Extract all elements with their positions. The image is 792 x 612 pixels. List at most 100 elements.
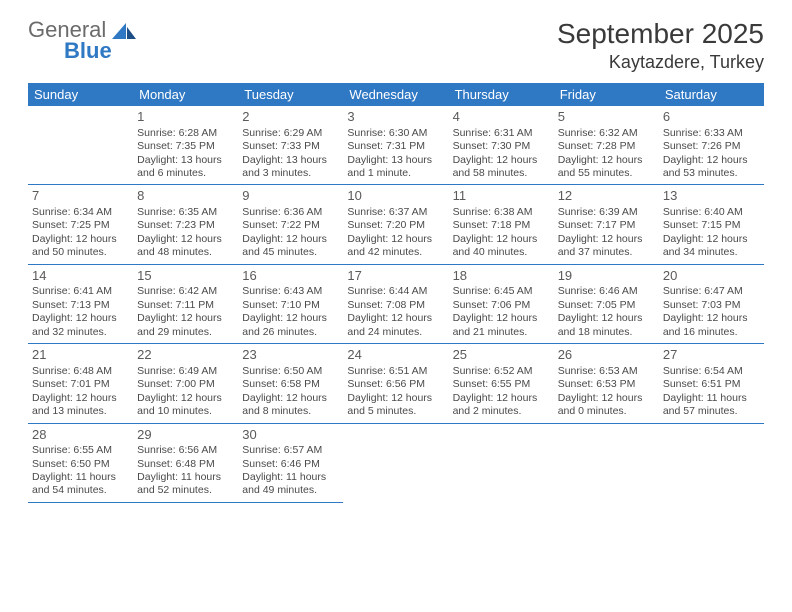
day-cell: 20Sunrise: 6:47 AMSunset: 7:03 PMDayligh…: [659, 264, 764, 343]
sunrise-text: Sunrise: 6:43 AM: [242, 285, 339, 298]
day-cell: 12Sunrise: 6:39 AMSunset: 7:17 PMDayligh…: [554, 185, 659, 264]
daylight-text: Daylight: 12 hours and 34 minutes.: [663, 233, 760, 260]
day-cell: 1Sunrise: 6:28 AMSunset: 7:35 PMDaylight…: [133, 106, 238, 185]
dayhead-thu: Thursday: [449, 83, 554, 106]
day-cell: 21Sunrise: 6:48 AMSunset: 7:01 PMDayligh…: [28, 344, 133, 423]
day-cell: 25Sunrise: 6:52 AMSunset: 6:55 PMDayligh…: [449, 344, 554, 423]
sunrise-text: Sunrise: 6:30 AM: [347, 127, 444, 140]
sunrise-text: Sunrise: 6:50 AM: [242, 365, 339, 378]
sunset-text: Sunset: 7:22 PM: [242, 219, 339, 232]
day-cell: 26Sunrise: 6:53 AMSunset: 6:53 PMDayligh…: [554, 344, 659, 423]
sunset-text: Sunset: 6:51 PM: [663, 378, 760, 391]
sunrise-text: Sunrise: 6:48 AM: [32, 365, 129, 378]
daylight-text: Daylight: 12 hours and 29 minutes.: [137, 312, 234, 339]
day-number: 27: [663, 347, 760, 364]
daylight-text: Daylight: 12 hours and 45 minutes.: [242, 233, 339, 260]
day-number: 6: [663, 109, 760, 126]
sunrise-text: Sunrise: 6:44 AM: [347, 285, 444, 298]
sunset-text: Sunset: 6:48 PM: [137, 458, 234, 471]
daylight-text: Daylight: 12 hours and 24 minutes.: [347, 312, 444, 339]
dayhead-tue: Tuesday: [238, 83, 343, 106]
daylight-text: Daylight: 12 hours and 16 minutes.: [663, 312, 760, 339]
sunrise-text: Sunrise: 6:47 AM: [663, 285, 760, 298]
day-number: 18: [453, 268, 550, 285]
sunset-text: Sunset: 7:11 PM: [137, 299, 234, 312]
day-cell: 17Sunrise: 6:44 AMSunset: 7:08 PMDayligh…: [343, 264, 448, 343]
day-number: 12: [558, 188, 655, 205]
sunset-text: Sunset: 7:10 PM: [242, 299, 339, 312]
daylight-text: Daylight: 11 hours and 57 minutes.: [663, 392, 760, 419]
daylight-text: Daylight: 13 hours and 1 minute.: [347, 154, 444, 181]
sunset-text: Sunset: 7:17 PM: [558, 219, 655, 232]
week-row: 14Sunrise: 6:41 AMSunset: 7:13 PMDayligh…: [28, 264, 764, 343]
daylight-text: Daylight: 12 hours and 50 minutes.: [32, 233, 129, 260]
sunset-text: Sunset: 7:26 PM: [663, 140, 760, 153]
week-row: 1Sunrise: 6:28 AMSunset: 7:35 PM Daylight…: [28, 106, 764, 185]
day-number: 30: [242, 427, 339, 444]
day-cell: 2Sunrise: 6:29 AMSunset: 7:33 PMDaylight…: [238, 106, 343, 185]
day-number: 16: [242, 268, 339, 285]
day-number: 15: [137, 268, 234, 285]
daylight-text: Daylight: 13 hours and 3 minutes.: [242, 154, 339, 181]
daylight-text: Daylight: 12 hours and 13 minutes.: [32, 392, 129, 419]
day-number: 13: [663, 188, 760, 205]
daylight-text: Daylight: 11 hours and 49 minutes.: [242, 471, 339, 498]
sunset-text: Sunset: 7:20 PM: [347, 219, 444, 232]
day-cell: 3Sunrise: 6:30 AMSunset: 7:31 PMDaylight…: [343, 106, 448, 185]
sunrise-text: Sunrise: 6:49 AM: [137, 365, 234, 378]
daylight-text: Daylight: 12 hours and 55 minutes.: [558, 154, 655, 181]
day-cell: [28, 106, 133, 185]
day-cell: 8Sunrise: 6:35 AMSunset: 7:23 PMDaylight…: [133, 185, 238, 264]
sunset-text: Sunset: 7:35 PM: [137, 140, 234, 153]
sunrise-text: Sunrise: 6:38 AM: [453, 206, 550, 219]
day-number: 5: [558, 109, 655, 126]
sunset-text: Sunset: 7:31 PM: [347, 140, 444, 153]
dayhead-sun: Sunday: [28, 83, 133, 106]
day-number: 22: [137, 347, 234, 364]
daylight-text: Daylight: 12 hours and 18 minutes.: [558, 312, 655, 339]
sunset-text: Sunset: 7:30 PM: [453, 140, 550, 153]
day-cell: 15Sunrise: 6:42 AMSunset: 7:11 PMDayligh…: [133, 264, 238, 343]
sunset-text: Sunset: 6:50 PM: [32, 458, 129, 471]
sunrise-text: Sunrise: 6:52 AM: [453, 365, 550, 378]
calendar-body: 1Sunrise: 6:28 AMSunset: 7:35 PM Daylight…: [28, 106, 764, 502]
daylight-text: Daylight: 12 hours and 32 minutes.: [32, 312, 129, 339]
day-number: 8: [137, 188, 234, 205]
day-cell: 23Sunrise: 6:50 AMSunset: 6:58 PMDayligh…: [238, 344, 343, 423]
sunrise-text: Sunrise: 6:54 AM: [663, 365, 760, 378]
daylight-text: Daylight: 12 hours and 0 minutes.: [558, 392, 655, 419]
day-number: 3: [347, 109, 444, 126]
sunset-text: Sunset: 6:56 PM: [347, 378, 444, 391]
day-cell: [449, 423, 554, 502]
sunrise-text: Sunrise: 6:35 AM: [137, 206, 234, 219]
day-number: 21: [32, 347, 129, 364]
daylight-text: Daylight: 12 hours and 5 minutes.: [347, 392, 444, 419]
day-cell: 19Sunrise: 6:46 AMSunset: 7:05 PMDayligh…: [554, 264, 659, 343]
day-cell: 9Sunrise: 6:36 AMSunset: 7:22 PMDaylight…: [238, 185, 343, 264]
sunset-text: Sunset: 7:25 PM: [32, 219, 129, 232]
sunrise-text: Sunrise: 6:57 AM: [242, 444, 339, 457]
day-cell: 14Sunrise: 6:41 AMSunset: 7:13 PMDayligh…: [28, 264, 133, 343]
day-number: 10: [347, 188, 444, 205]
sunrise-text: Sunrise: 6:28 AM: [137, 127, 234, 140]
dayhead-sat: Saturday: [659, 83, 764, 106]
day-number: 11: [453, 188, 550, 205]
page-root: General Blue September 2025 Kaytazdere, …: [0, 0, 792, 503]
brand-logo: General Blue: [28, 18, 136, 62]
sunrise-text: Sunrise: 6:37 AM: [347, 206, 444, 219]
day-number: 29: [137, 427, 234, 444]
daylight-text: Daylight: 12 hours and 10 minutes.: [137, 392, 234, 419]
dayhead-fri: Friday: [554, 83, 659, 106]
sunrise-text: Sunrise: 6:34 AM: [32, 206, 129, 219]
sunrise-text: Sunrise: 6:36 AM: [242, 206, 339, 219]
day-number: 24: [347, 347, 444, 364]
day-number: 1: [137, 109, 234, 126]
sunrise-text: Sunrise: 6:32 AM: [558, 127, 655, 140]
sunset-text: Sunset: 6:55 PM: [453, 378, 550, 391]
sunset-text: Sunset: 7:08 PM: [347, 299, 444, 312]
daylight-text: Daylight: 12 hours and 53 minutes.: [663, 154, 760, 181]
sunset-text: Sunset: 6:46 PM: [242, 458, 339, 471]
sunrise-text: Sunrise: 6:55 AM: [32, 444, 129, 457]
day-number: 7: [32, 188, 129, 205]
day-cell: [554, 423, 659, 502]
